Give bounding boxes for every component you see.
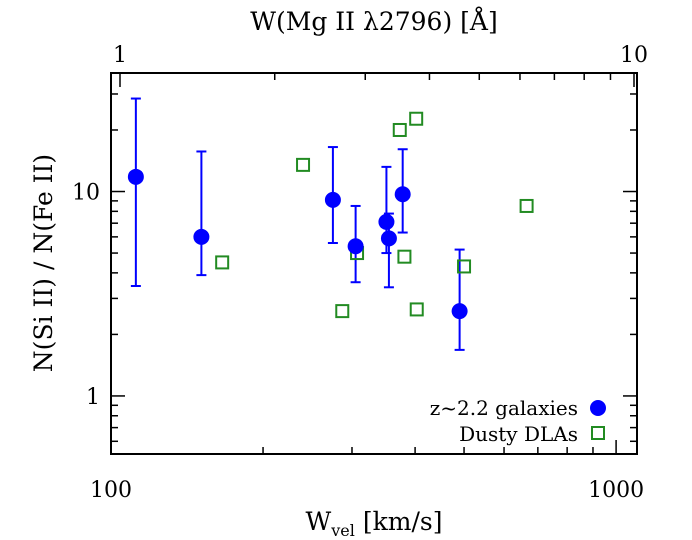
galaxy-point <box>378 213 395 230</box>
galaxy-point <box>193 228 210 245</box>
legend-label-dlas: Dusty DLAs <box>459 422 578 446</box>
x-tick-label: 1000 <box>588 478 644 503</box>
dla-point <box>457 259 472 274</box>
dla-point <box>335 304 350 319</box>
dla-point <box>397 249 412 264</box>
plot-frame <box>110 72 638 455</box>
top-axis-label: W(Mg II λ2796) [Å] <box>250 6 497 36</box>
dla-point <box>519 198 534 213</box>
galaxy-point <box>394 186 411 203</box>
legend: z~2.2 galaxies Dusty DLAs <box>430 396 606 446</box>
legend-marker-galaxies <box>590 400 606 416</box>
top-tick-label: 10 <box>620 43 648 68</box>
galaxy-point <box>127 168 144 185</box>
data-points <box>127 111 534 320</box>
galaxy-point <box>380 230 397 247</box>
galaxy-point <box>324 191 341 208</box>
dla-point <box>296 157 311 172</box>
top-tick-label: 1 <box>113 43 127 68</box>
dla-point <box>409 302 424 317</box>
x-axis-label-main: W <box>306 507 332 536</box>
dla-point <box>392 122 407 137</box>
dla-point <box>409 111 424 126</box>
y-tick-label: 10 <box>72 181 100 206</box>
galaxy-point <box>451 303 468 320</box>
error-bars <box>130 97 465 351</box>
legend-marker-dlas <box>591 426 605 440</box>
legend-label-galaxies: z~2.2 galaxies <box>430 396 578 420</box>
x-axis-label-unit: [km/s] <box>363 507 443 536</box>
x-axis-label: Wvel [km/s] <box>306 507 443 540</box>
y-tick-label: 1 <box>86 385 100 410</box>
axis-ticks: 100 1000 1 10 1 10 <box>72 43 648 503</box>
y-axis-label: N(Si II) / N(Fe II) <box>29 154 58 372</box>
x-axis-label-sub: vel <box>330 521 355 540</box>
dla-point <box>215 255 230 270</box>
galaxy-point <box>347 238 364 255</box>
x-tick-label: 100 <box>90 478 132 503</box>
